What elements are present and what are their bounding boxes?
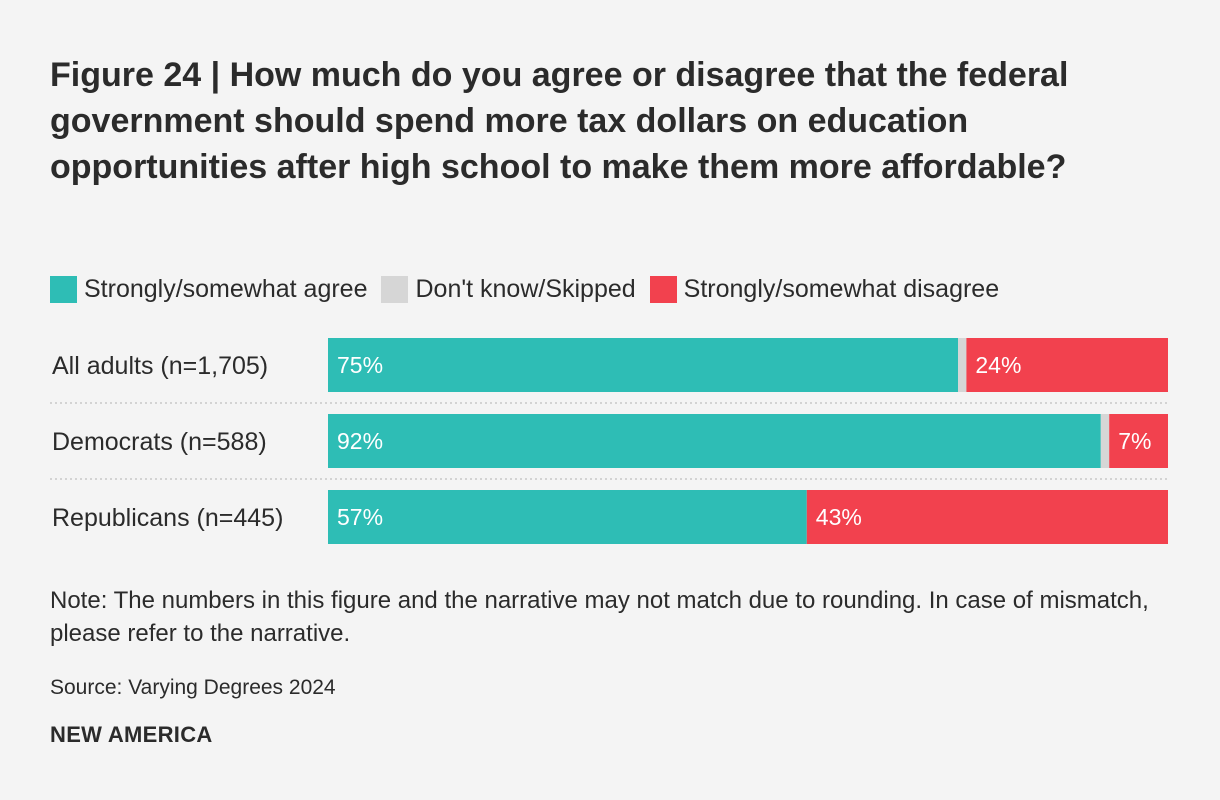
legend-swatch-agree (50, 276, 77, 303)
data-label-disagree-row-3: 43% (816, 504, 862, 530)
bar-agree-row-3 (328, 490, 807, 544)
category-label-row-3: Republicans (n=445) (52, 504, 283, 532)
bar-agree-row-1 (328, 338, 958, 392)
data-label-agree-row-2: 92% (337, 428, 383, 454)
category-label-row-2: Democrats (n=588) (52, 428, 267, 456)
chart-source: Source: Varying Degrees 2024 (50, 676, 336, 699)
legend-item-disagree: Strongly/somewhat disagree (649, 275, 1000, 304)
bar-disagree-row-1 (966, 338, 1168, 392)
bar-agree-row-2 (328, 414, 1101, 468)
bar-disagree-row-2 (1109, 414, 1168, 468)
legend-swatch-dont-know (381, 276, 409, 303)
bar-disagree-row-3 (806, 490, 1168, 544)
data-label-disagree-row-2: 7% (1118, 428, 1151, 454)
chart-title: Figure 24 | How much do you agree or dis… (50, 56, 1069, 186)
legend-swatch-disagree (649, 276, 677, 303)
chart-svg: All adults (n=1,705) 75% 24% Democrats (n=5… (50, 338, 1168, 544)
chart-note: Note: The numbers in this figure and the… (50, 587, 1149, 647)
stacked-bar-chart: All adults (n=1,705) 75% 24% Democrats (n=5… (50, 335, 1170, 550)
legend-item-dont-know: Don't know/Skipped (381, 275, 636, 304)
brand-logo-text: NEW AMERICA (50, 722, 213, 747)
legend-label-dont-know: Don't know/Skipped (415, 275, 636, 303)
legend-label-disagree: Strongly/somewhat disagree (683, 275, 1000, 303)
category-label-row-1: All adults (n=1,705) (52, 352, 268, 380)
bar-dont-know-row-2 (1100, 414, 1110, 468)
data-label-disagree-row-1: 24% (975, 352, 1021, 378)
data-label-agree-row-3: 57% (337, 504, 383, 530)
data-label-agree-row-1: 75% (337, 352, 383, 378)
legend-item-agree: Strongly/somewhat agree (50, 275, 367, 304)
bar-dont-know-row-1 (958, 338, 967, 392)
chart-legend: Strongly/somewhat agree Don't know/Skipp… (50, 275, 1013, 304)
legend-label-agree: Strongly/somewhat agree (84, 275, 368, 303)
